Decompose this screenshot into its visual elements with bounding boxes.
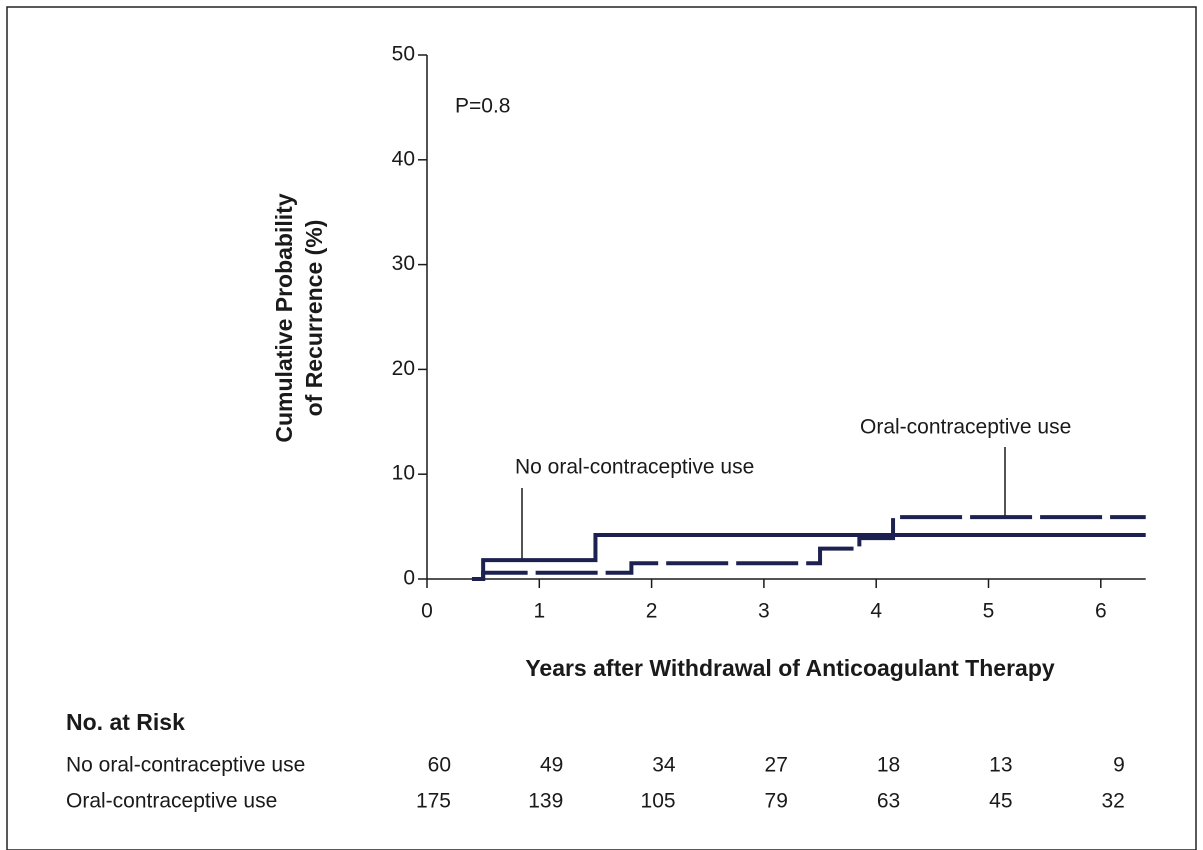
km-curve xyxy=(471,515,1146,581)
x-tick-label: 2 xyxy=(646,600,658,623)
at-risk-count: 18 xyxy=(877,754,900,777)
at-risk-count: 34 xyxy=(652,754,676,777)
at-risk-count: 9 xyxy=(1113,754,1125,777)
x-tick-label: 5 xyxy=(983,600,995,623)
at-risk-count: 63 xyxy=(877,790,900,813)
y-tick-label: 10 xyxy=(392,462,415,485)
y-tick-label: 0 xyxy=(403,567,415,590)
x-tick-label: 4 xyxy=(870,600,882,623)
at-risk-count: 27 xyxy=(765,754,788,777)
at-risk-count: 13 xyxy=(989,754,1012,777)
y-axis-label: Cumulative Probability of Recurrence (%) xyxy=(271,193,327,442)
at-risk-count: 175 xyxy=(416,790,451,813)
x-tick-label: 3 xyxy=(758,600,770,623)
y-tick-label: 20 xyxy=(392,357,415,380)
at-risk-count: 60 xyxy=(428,754,451,777)
at-risk-count: 105 xyxy=(641,790,676,813)
at-risk-count: 45 xyxy=(989,790,1012,813)
y-tick-label: 30 xyxy=(392,252,415,275)
p-value: P=0.8 xyxy=(455,95,510,118)
y-tick-label: 40 xyxy=(392,147,415,170)
y-axis-label-line: of Recurrence (%) xyxy=(301,220,327,417)
x-tick-label: 0 xyxy=(421,600,433,623)
frame xyxy=(6,6,1197,850)
y-axis-label-line: Cumulative Probability xyxy=(271,193,297,442)
y-tick-label: 50 xyxy=(392,43,415,66)
at-risk-count: 49 xyxy=(540,754,563,777)
at-risk-count: 139 xyxy=(528,790,563,813)
at-risk-count: 32 xyxy=(1101,790,1124,813)
at-risk-row-name: No oral-contraceptive use xyxy=(66,754,305,777)
series-label: No oral-contraceptive use xyxy=(515,456,754,479)
at-risk-count: 79 xyxy=(765,790,788,813)
series-label: Oral-contraceptive use xyxy=(860,416,1071,439)
x-axis-label: Years after Withdrawal of Anticoagulant … xyxy=(525,655,1055,681)
x-tick-label: 1 xyxy=(533,600,545,623)
x-tick-label: 6 xyxy=(1095,600,1107,623)
at-risk-row-name: Oral-contraceptive use xyxy=(66,790,277,813)
at-risk-title: No. at Risk xyxy=(66,709,185,735)
